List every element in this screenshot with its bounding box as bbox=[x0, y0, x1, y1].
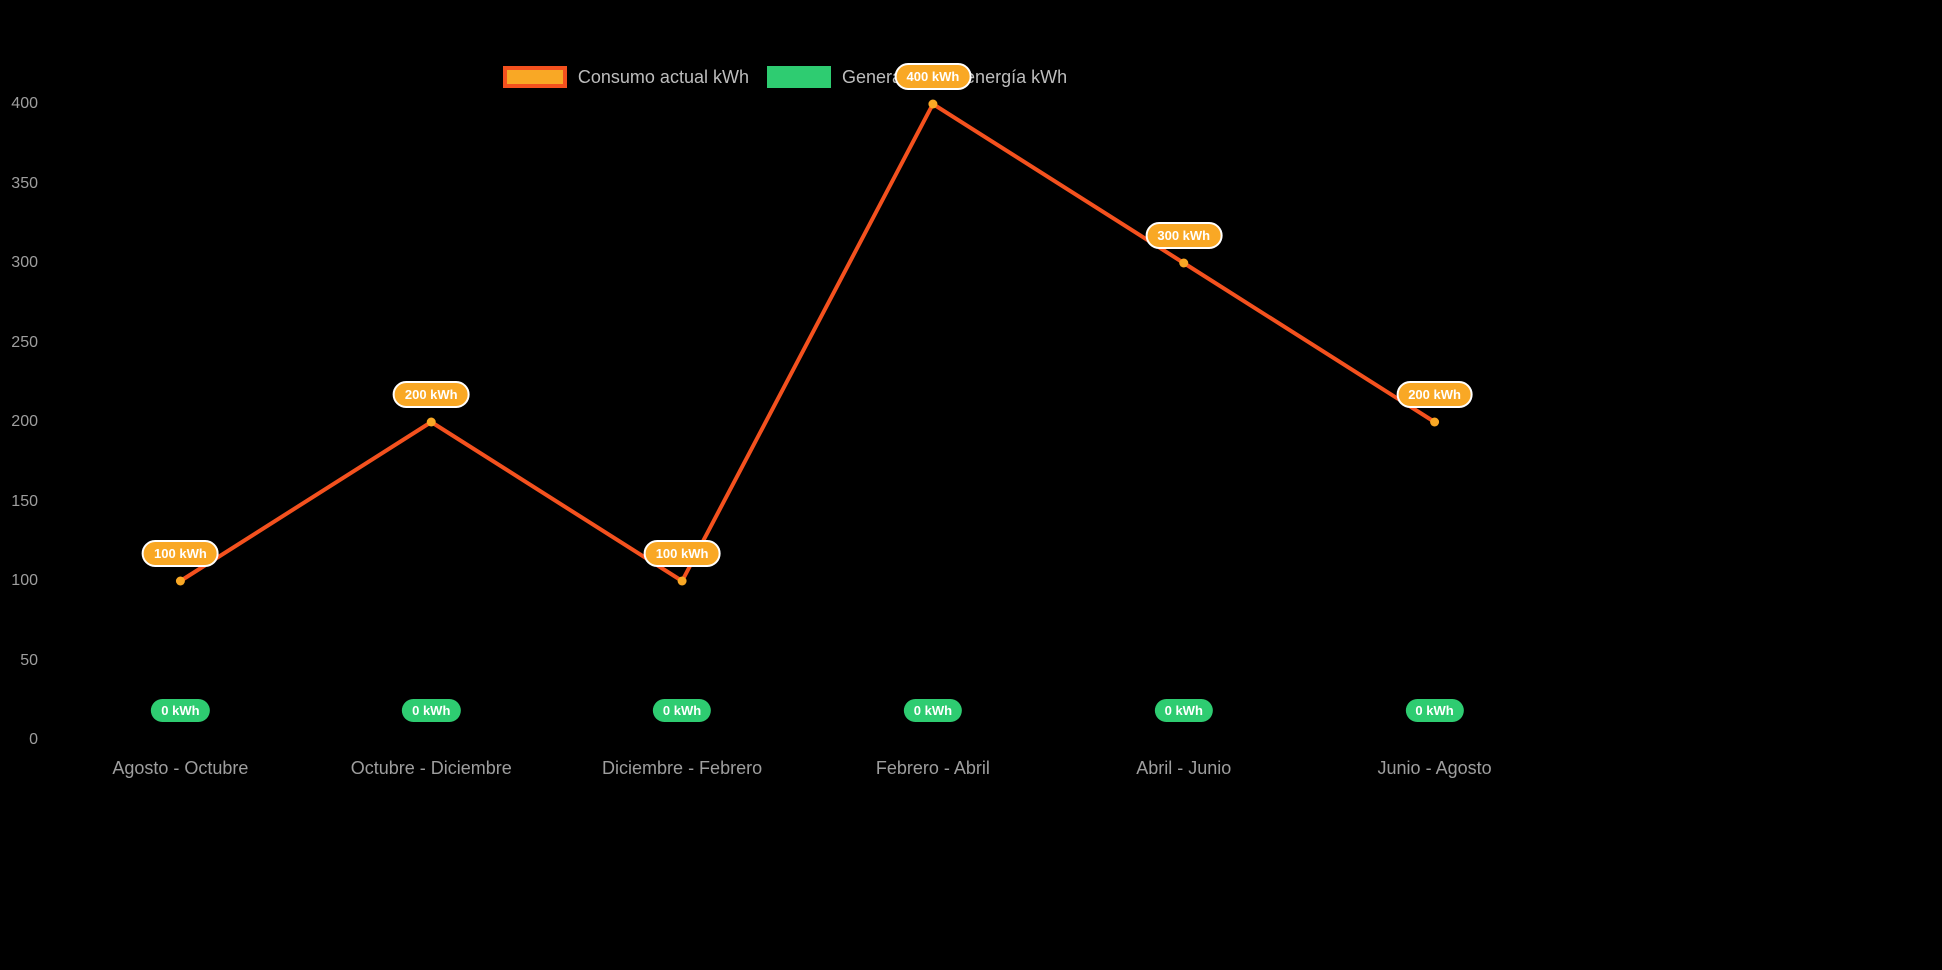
consumo-actual-value-label: 300 kWh bbox=[1145, 222, 1223, 249]
legend-swatch-icon bbox=[502, 66, 567, 88]
consumo-actual-value-label: 100 kWh bbox=[142, 540, 219, 567]
consumo-actual-value-label: 200 kWh bbox=[392, 381, 470, 408]
consumo-actual-data-point bbox=[1430, 417, 1440, 427]
consumo-actual-value-label: 100 kWh bbox=[643, 540, 721, 567]
consumo-actual-value-label: 400 kWh bbox=[894, 63, 972, 90]
y-tick-label: 0 bbox=[29, 731, 38, 748]
legend-label: Consumo actual kWh bbox=[577, 67, 749, 87]
generacion-energia-value-label: 0 kWh bbox=[1405, 699, 1464, 722]
y-tick-label: 50 bbox=[20, 651, 38, 669]
generacion-energia-value-label: 0 kWh bbox=[151, 699, 210, 722]
y-tick-label: 100 bbox=[11, 572, 38, 589]
y-tick-label: 200 bbox=[11, 413, 38, 430]
y-tick-label: 300 bbox=[11, 254, 38, 271]
x-axis-label: Febrero - Abril bbox=[875, 758, 990, 778]
consumo-actual-data-point bbox=[928, 99, 938, 109]
x-axis-label: Octubre - Diciembre bbox=[350, 758, 512, 778]
x-axis-label: Junio - Agosto bbox=[1377, 758, 1492, 778]
x-axis-label: Abril - Junio bbox=[1136, 758, 1232, 778]
generacion-energia-value-label: 0 kWh bbox=[402, 699, 461, 722]
consumo-actual-value-label: 200 kWh bbox=[1396, 381, 1473, 408]
legend-item-consumo-actual[interactable]: Consumo actual kWh bbox=[502, 66, 749, 88]
y-tick-label: 250 bbox=[11, 333, 38, 351]
consumo-actual-line bbox=[178, 102, 1437, 583]
generacion-energia-value-label: 0 kWh bbox=[652, 699, 712, 722]
generacion-energia-value-label: 0 kWh bbox=[1154, 699, 1213, 722]
consumo-actual-data-point bbox=[677, 576, 687, 586]
x-axis-label: Agosto - Octubre bbox=[112, 758, 249, 778]
legend-swatch-icon bbox=[766, 66, 831, 88]
y-tick-label: 400 bbox=[11, 95, 38, 112]
y-tick-label: 150 bbox=[11, 492, 38, 510]
plot-area bbox=[175, 99, 1440, 586]
y-tick-label: 350 bbox=[11, 174, 38, 192]
x-axis-label: Diciembre - Febrero bbox=[602, 758, 763, 778]
consumo-actual-data-point bbox=[426, 417, 436, 427]
generacion-energia-value-label: 0 kWh bbox=[903, 699, 963, 722]
consumo-actual-data-point bbox=[1179, 258, 1189, 268]
consumo-actual-data-point bbox=[175, 576, 185, 586]
